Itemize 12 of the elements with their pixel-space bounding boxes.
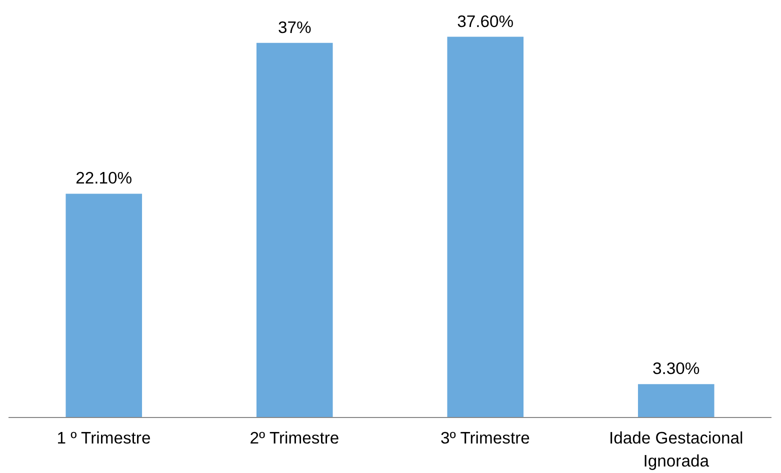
data-label: 37% <box>278 18 312 37</box>
bar <box>638 384 714 418</box>
bar <box>256 42 333 418</box>
x-tick-label: 2º Trimestre <box>250 428 340 448</box>
data-label: 22.10% <box>76 168 132 188</box>
x-tick-label: 1 º Trimestre <box>56 428 151 448</box>
bar <box>66 194 142 418</box>
x-tick-label: Idade Gestacional Ignorada <box>608 428 744 470</box>
data-label: 37.60% <box>457 12 514 31</box>
data-label: 3.30% <box>652 359 700 378</box>
bar <box>447 36 524 418</box>
x-tick-label: 3º Trimestre <box>440 428 530 448</box>
